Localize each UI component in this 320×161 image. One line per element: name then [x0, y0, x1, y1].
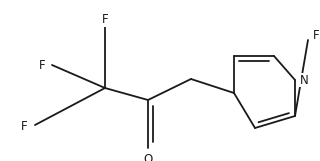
Text: F: F [313, 28, 320, 42]
Text: F: F [21, 120, 28, 133]
Text: N: N [300, 74, 309, 86]
Text: F: F [39, 58, 46, 71]
Text: F: F [102, 13, 108, 26]
Text: O: O [143, 153, 153, 161]
